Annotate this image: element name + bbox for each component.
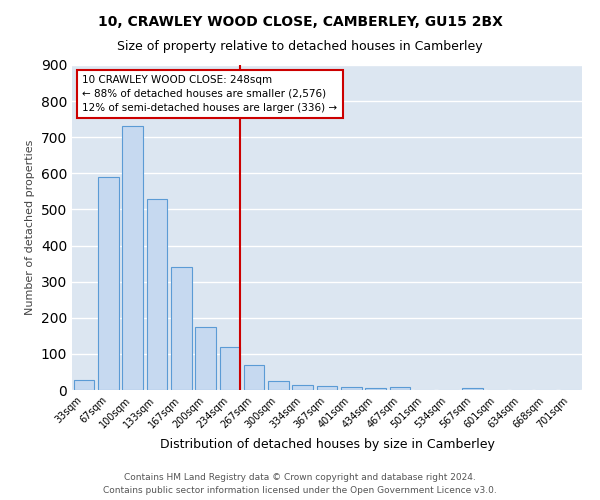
Bar [317,386,337,390]
Bar [389,387,410,390]
Text: 10, CRAWLEY WOOD CLOSE, CAMBERLEY, GU15 2BX: 10, CRAWLEY WOOD CLOSE, CAMBERLEY, GU15 … [98,15,502,29]
Bar [171,267,191,390]
X-axis label: Distribution of detached houses by size in Camberley: Distribution of detached houses by size … [160,438,494,451]
Text: 10 CRAWLEY WOOD CLOSE: 248sqm
← 88% of detached houses are smaller (2,576)
12% o: 10 CRAWLEY WOOD CLOSE: 248sqm ← 88% of d… [82,74,337,113]
Text: Contains HM Land Registry data © Crown copyright and database right 2024.
Contai: Contains HM Land Registry data © Crown c… [103,474,497,495]
Bar [292,385,313,390]
Bar [365,388,386,390]
Bar [146,198,167,390]
Bar [98,177,119,390]
Bar [463,388,483,390]
Bar [244,366,265,390]
Bar [195,327,216,390]
Bar [220,346,240,390]
Text: Size of property relative to detached houses in Camberley: Size of property relative to detached ho… [117,40,483,53]
Bar [74,380,94,390]
Bar [122,126,143,390]
Bar [341,387,362,390]
Bar [268,381,289,390]
Y-axis label: Number of detached properties: Number of detached properties [25,140,35,315]
